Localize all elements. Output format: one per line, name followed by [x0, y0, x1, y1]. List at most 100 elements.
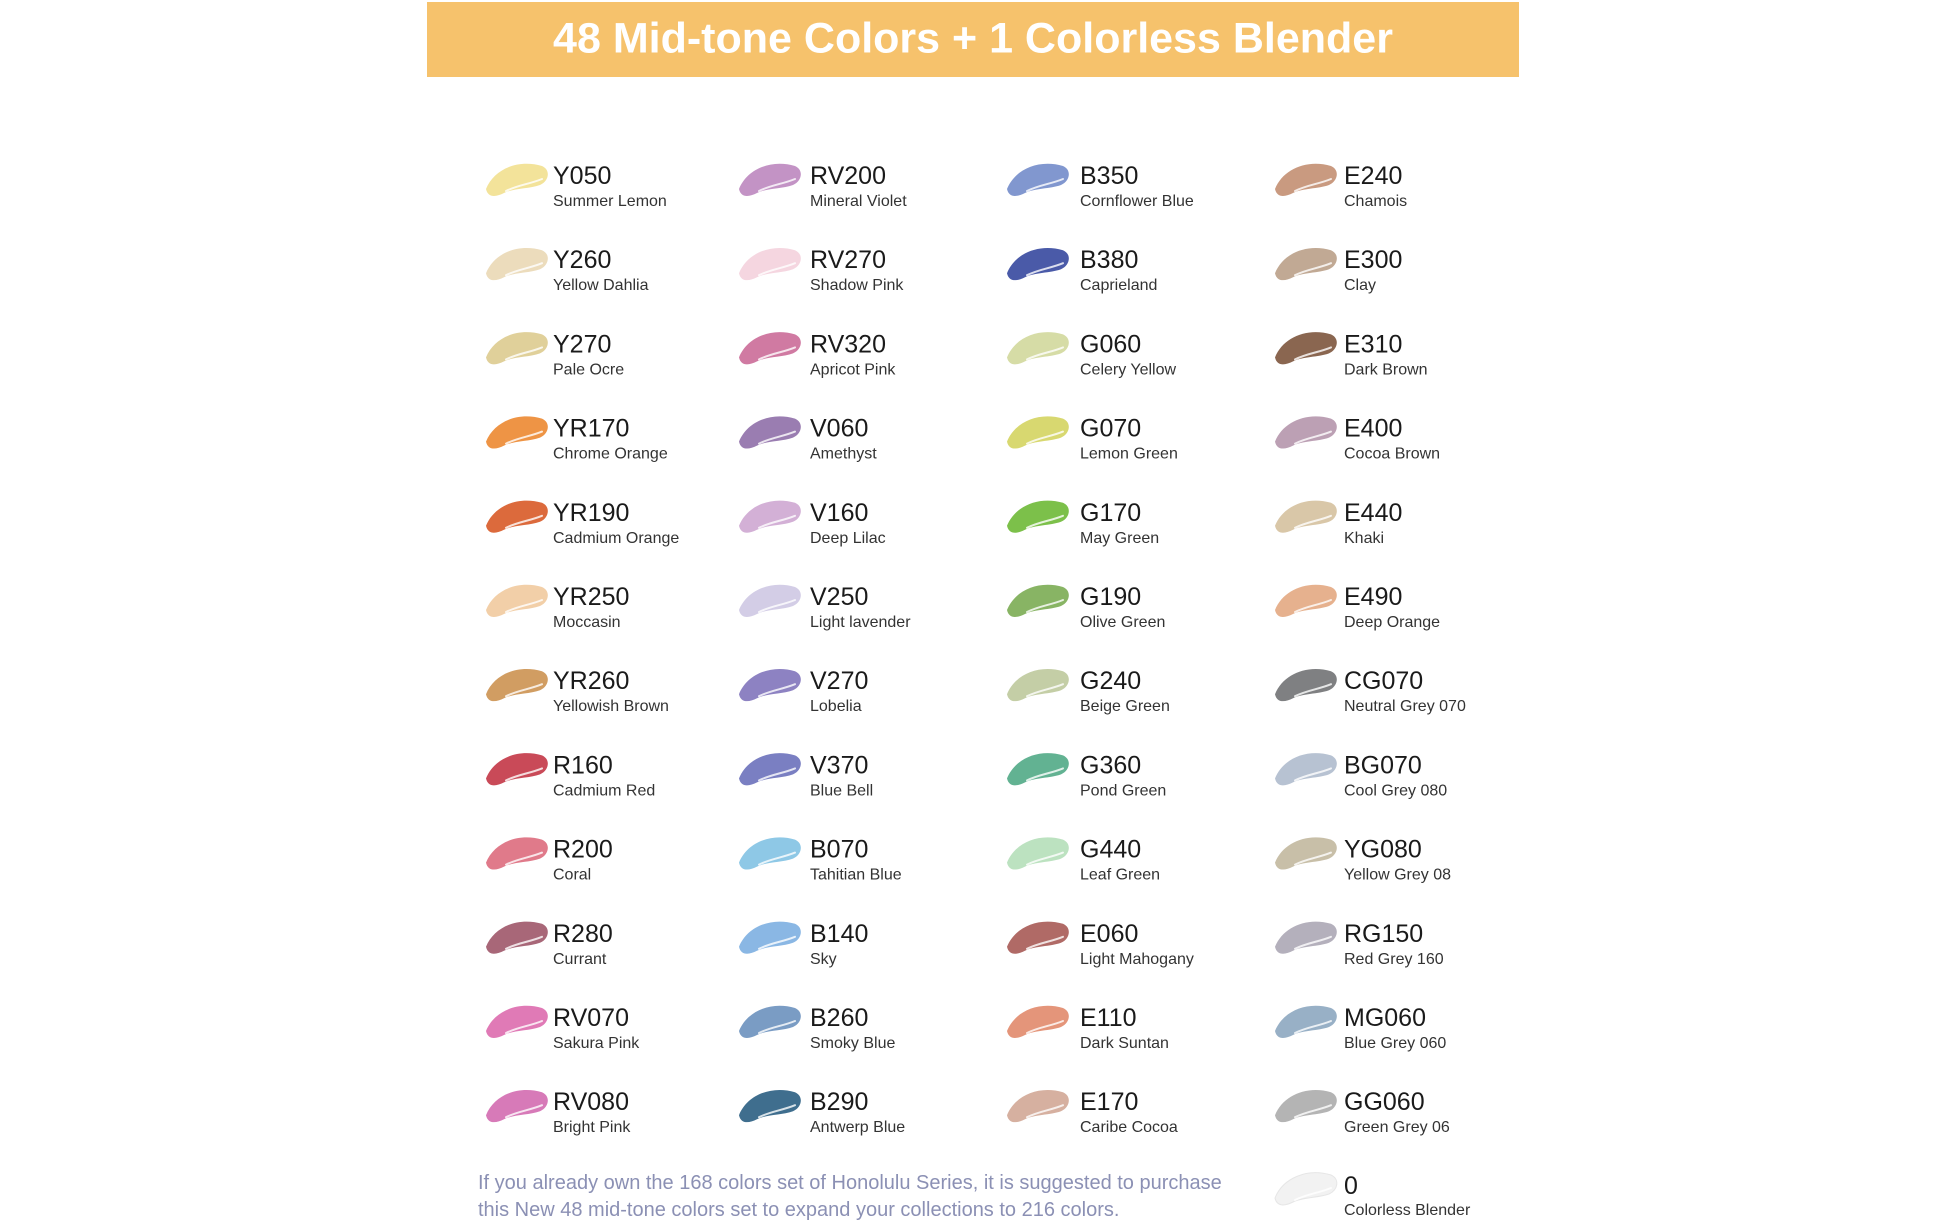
swatch-shape	[486, 1005, 548, 1038]
swatch	[1007, 584, 1069, 617]
swatch-shape	[1007, 416, 1069, 449]
swatch-highlight	[1294, 767, 1332, 782]
swatch-shape	[1275, 1005, 1337, 1038]
blender-code: 0	[1344, 1172, 1358, 1200]
swatch-highlight	[1026, 767, 1064, 782]
swatch-highlight	[758, 767, 796, 782]
swatch-highlight	[1026, 178, 1064, 192]
swatch-highlight	[1294, 1020, 1332, 1034]
color-code: YG080	[1344, 836, 1422, 864]
color-code: V270	[810, 667, 868, 695]
swatch-highlight	[505, 514, 543, 529]
swatch-shape	[486, 921, 548, 954]
color-code: E170	[1080, 1088, 1138, 1116]
color-code: MG060	[1344, 1004, 1426, 1032]
swatch	[739, 500, 801, 533]
swatch	[486, 332, 548, 365]
swatch	[1007, 753, 1069, 786]
swatch-shape	[1275, 837, 1337, 870]
color-name: Dark Brown	[1344, 361, 1428, 378]
color-code: YR260	[553, 667, 629, 695]
swatch-shape	[1275, 584, 1337, 617]
color-code: CG070	[1344, 667, 1423, 695]
swatch	[1007, 837, 1069, 870]
swatch	[1275, 921, 1337, 954]
swatch-highlight	[1026, 262, 1064, 277]
color-name: Pond Green	[1080, 782, 1166, 799]
color-name: Pale Ocre	[553, 361, 624, 378]
swatch	[739, 921, 801, 954]
color-code: E400	[1344, 415, 1402, 443]
color-name: May Green	[1080, 530, 1159, 547]
swatch-shape	[486, 584, 548, 617]
swatch-highlight	[1026, 346, 1064, 361]
swatch	[739, 163, 801, 196]
swatch-shape	[1007, 247, 1069, 281]
swatch-shape	[739, 584, 801, 617]
color-code: RV320	[810, 330, 886, 358]
swatch-shape	[1007, 837, 1069, 870]
swatch-highlight	[758, 430, 796, 445]
swatch-shape	[739, 1005, 801, 1038]
color-name: Bright Pink	[553, 1119, 631, 1136]
color-code: G240	[1080, 667, 1141, 695]
swatch-shape	[739, 247, 801, 281]
swatch-shape	[1275, 163, 1337, 196]
swatch-highlight	[758, 346, 796, 361]
swatch	[486, 584, 548, 617]
note-line: If you already own the 168 colors set of…	[478, 1172, 1222, 1194]
swatch	[739, 332, 801, 365]
color-code: GG060	[1344, 1088, 1425, 1116]
color-code: B350	[1080, 162, 1138, 190]
color-name: Shadow Pink	[810, 277, 904, 294]
swatch-highlight	[505, 262, 543, 277]
color-name: Yellowish Brown	[553, 698, 669, 715]
color-code: Y050	[553, 162, 611, 190]
blender-name: Colorless Blender	[1344, 1202, 1471, 1219]
swatch	[739, 837, 801, 870]
color-name: Sky	[810, 951, 837, 968]
color-name: Antwerp Blue	[810, 1119, 905, 1136]
swatch-shape	[486, 1089, 548, 1123]
swatch-highlight	[505, 683, 543, 698]
color-code: E300	[1344, 246, 1402, 274]
swatch-highlight	[1026, 1104, 1064, 1119]
color-name: Beige Green	[1080, 698, 1170, 715]
color-name: Lemon Green	[1080, 446, 1178, 463]
color-code: R280	[553, 920, 613, 948]
color-code: R200	[553, 836, 613, 864]
color-name: Smoky Blue	[810, 1035, 895, 1052]
swatch-shape	[739, 668, 801, 702]
color-name: Yellow Grey 08	[1344, 867, 1451, 884]
swatch-highlight	[758, 683, 796, 698]
swatch-highlight	[758, 262, 796, 277]
swatch	[1275, 500, 1337, 533]
color-code: E240	[1344, 162, 1402, 190]
swatch	[1275, 1005, 1337, 1038]
color-name: Cool Grey 080	[1344, 782, 1447, 799]
swatch	[486, 753, 548, 786]
swatch-highlight	[758, 935, 796, 950]
color-name: Leaf Green	[1080, 867, 1160, 884]
swatch-shape	[739, 837, 801, 870]
swatch-highlight	[1294, 346, 1332, 361]
swatch	[1007, 332, 1069, 365]
color-name: Olive Green	[1080, 614, 1165, 631]
swatch-shape	[1007, 163, 1069, 196]
color-code: B070	[810, 836, 868, 864]
swatch-shape	[739, 500, 801, 533]
swatch-shape	[1275, 416, 1337, 449]
swatch-shape	[1007, 753, 1069, 786]
swatch-shape	[1007, 1005, 1069, 1038]
swatch-shape	[739, 1089, 801, 1123]
color-code: BG070	[1344, 751, 1422, 779]
color-name: Mineral Violet	[810, 193, 907, 210]
color-name: Dark Suntan	[1080, 1035, 1169, 1052]
color-name: Tahitian Blue	[810, 867, 902, 884]
swatch-shape	[1275, 332, 1337, 365]
swatch	[739, 1089, 801, 1123]
swatch-shape	[1275, 500, 1337, 533]
color-name: Khaki	[1344, 530, 1384, 547]
title-bar	[427, 2, 1519, 77]
swatch-shape	[486, 753, 548, 786]
